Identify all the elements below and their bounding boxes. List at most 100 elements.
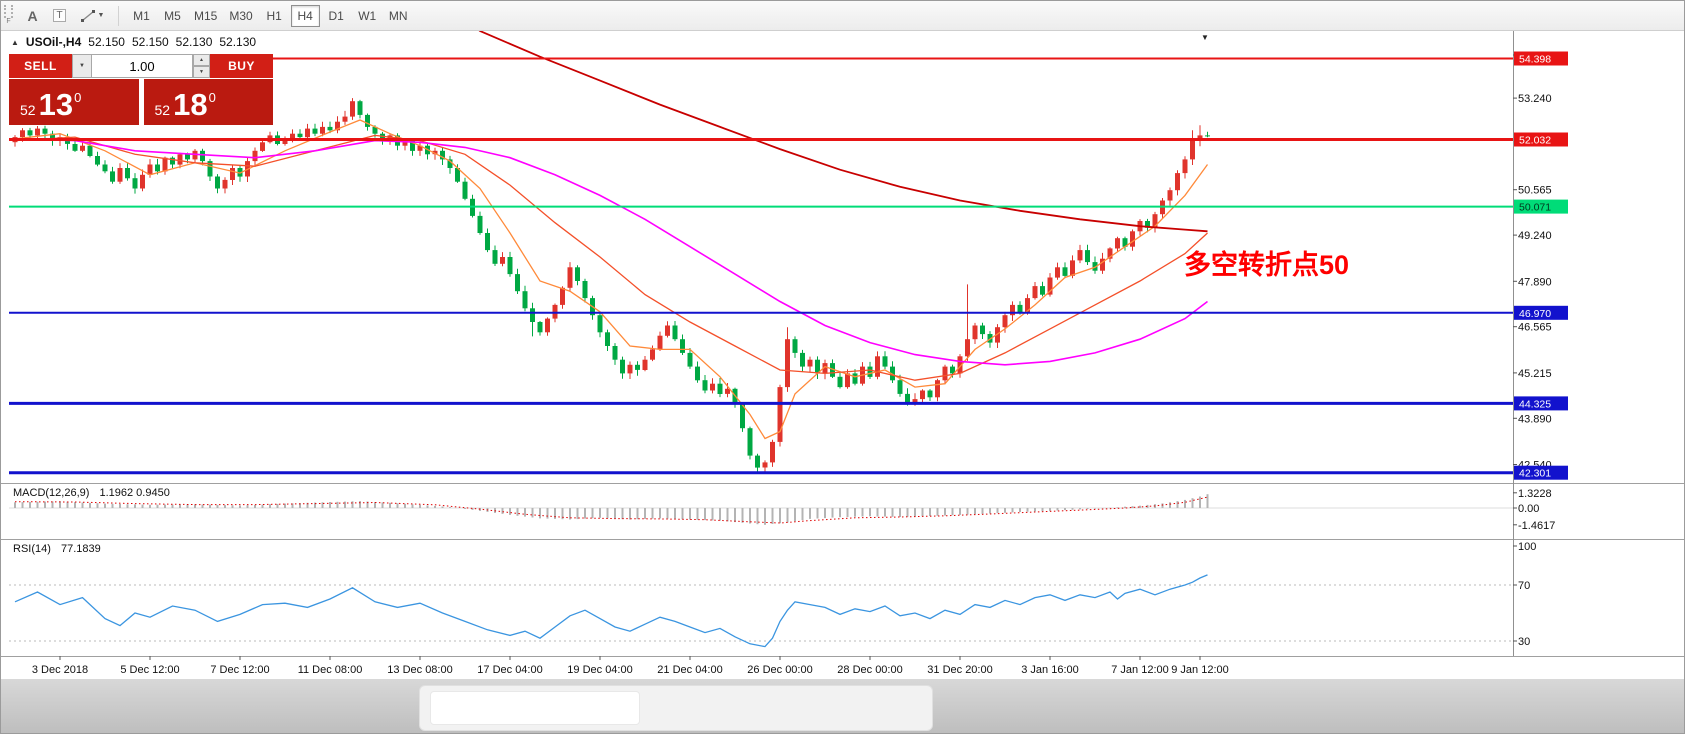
rsi-label: RSI(14) — [13, 543, 51, 555]
ma-long-darkred-line — [478, 31, 1208, 233]
macd-layer — [9, 494, 1513, 525]
volume-input[interactable] — [92, 54, 193, 78]
collapse-panel-icon[interactable]: ▲ — [11, 37, 19, 47]
bid-price-display[interactable]: 52 13 0 — [9, 79, 139, 125]
candle-body — [785, 339, 790, 388]
candle-body — [522, 291, 528, 309]
ask-big-figure: 52 — [154, 101, 171, 118]
candle-body — [447, 159, 453, 168]
candle-body — [1205, 135, 1210, 137]
candle-body — [567, 267, 573, 288]
tf-button-m1[interactable]: M1 — [127, 5, 156, 27]
volume-increase-button[interactable]: ▲ — [193, 54, 210, 66]
candle-body — [350, 101, 355, 117]
price-badge-label: 50.071 — [1519, 202, 1551, 214]
candle-body — [185, 154, 190, 160]
time-tick-label: 9 Jan 12:00 — [1171, 664, 1229, 676]
time-tick-label: 7 Jan 12:00 — [1111, 664, 1169, 676]
candle-body — [432, 150, 438, 155]
sell-button[interactable]: SELL — [9, 54, 72, 78]
price-tick-label: 46.565 — [1518, 322, 1552, 334]
toolbar-grip-icon — [4, 5, 13, 18]
candle-body — [515, 274, 520, 292]
macd-tick-label: -1.4617 — [1518, 520, 1555, 532]
candle-body — [500, 257, 505, 264]
rsi-pane-title: RSI(14) 77.1839 — [13, 543, 101, 555]
tf-button-h1[interactable]: H1 — [260, 5, 289, 27]
candle-body — [882, 356, 888, 367]
candle-body — [980, 325, 985, 335]
label-tool-button[interactable]: T — [46, 4, 73, 28]
candle-body — [920, 390, 925, 400]
candle-body — [642, 359, 648, 370]
candle-body — [1070, 260, 1075, 276]
candle-body — [717, 383, 723, 394]
candle-body — [27, 130, 33, 136]
tf-button-m30[interactable]: M30 — [224, 5, 257, 27]
tf-button-m15[interactable]: M15 — [189, 5, 222, 27]
ask-price-display[interactable]: 52 18 0 — [143, 79, 273, 125]
candle-body — [290, 133, 295, 141]
candle-body — [1010, 304, 1015, 316]
candle-body — [410, 140, 415, 151]
candle-body — [792, 339, 798, 353]
candle-body — [42, 128, 48, 134]
price-badge-label: 46.970 — [1519, 308, 1551, 320]
candle-body — [1182, 159, 1188, 174]
candle-body — [582, 281, 588, 299]
macd-label: MACD(12,26,9) — [13, 487, 90, 499]
candle-body — [755, 455, 760, 468]
time-tick-label: 28 Dec 00:00 — [837, 664, 902, 676]
candle-body — [260, 142, 265, 151]
candle-body — [215, 176, 220, 189]
price-badge-label: 52.032 — [1519, 135, 1551, 147]
price-badge-46.970 — [1514, 305, 1568, 320]
candle-body — [995, 327, 1000, 343]
price-tick-label: 49.240 — [1518, 230, 1552, 242]
tf-button-h4[interactable]: H4 — [290, 4, 320, 27]
time-tick-label: 3 Jan 16:00 — [1021, 664, 1079, 676]
candle-body — [170, 157, 175, 165]
candle-body — [1130, 231, 1135, 247]
symbol-name: USOil-,H4 — [25, 35, 82, 49]
candle-body — [552, 304, 558, 319]
draw-objects-button[interactable]: ▼ — [73, 4, 111, 28]
text-tool-button[interactable]: A — [19, 4, 46, 28]
candle-body — [282, 140, 288, 144]
volume-decrease-button[interactable]: ▼ — [193, 66, 210, 78]
candle-body — [95, 156, 100, 165]
candle-body — [890, 366, 895, 381]
time-tick-label: 17 Dec 04:00 — [477, 664, 542, 676]
tf-button-d1[interactable]: D1 — [322, 5, 351, 27]
toolbar-grip[interactable]: F — [4, 5, 13, 26]
price-tick-label: 43.890 — [1518, 413, 1552, 425]
candle-body — [965, 339, 970, 357]
buy-button[interactable]: BUY — [210, 54, 273, 78]
candle-body — [942, 366, 948, 381]
candle-body — [50, 133, 55, 141]
volume-dropdown-button[interactable]: ▼ — [72, 54, 92, 78]
chart-annotation-text[interactable]: 多空转折点50 — [1184, 250, 1350, 280]
price-badge-52.032 — [1514, 132, 1568, 147]
tf-button-m5[interactable]: M5 — [158, 5, 187, 27]
price-badge-label: 44.325 — [1519, 398, 1551, 410]
time-tick-label: 21 Dec 04:00 — [657, 664, 722, 676]
price-badge-label: 42.301 — [1519, 468, 1551, 480]
candle-body — [485, 233, 490, 251]
price-tick-label: 53.240 — [1518, 93, 1552, 105]
candle-body — [1190, 140, 1195, 160]
candle-body — [462, 181, 468, 199]
ma-mid-line — [14, 134, 1208, 381]
tf-button-w1[interactable]: W1 — [353, 5, 382, 27]
price-tick-label: 47.890 — [1518, 276, 1552, 288]
chart-scroll-marker-icon[interactable]: ▼ — [1201, 33, 1209, 42]
candle-body — [815, 359, 820, 374]
candle-body — [530, 308, 535, 322]
candle-body — [867, 366, 873, 377]
rsi-tick-label: 100 — [1518, 541, 1536, 553]
candle-body — [837, 376, 843, 388]
tf-button-mn[interactable]: MN — [384, 5, 413, 27]
candle-body — [905, 393, 910, 403]
